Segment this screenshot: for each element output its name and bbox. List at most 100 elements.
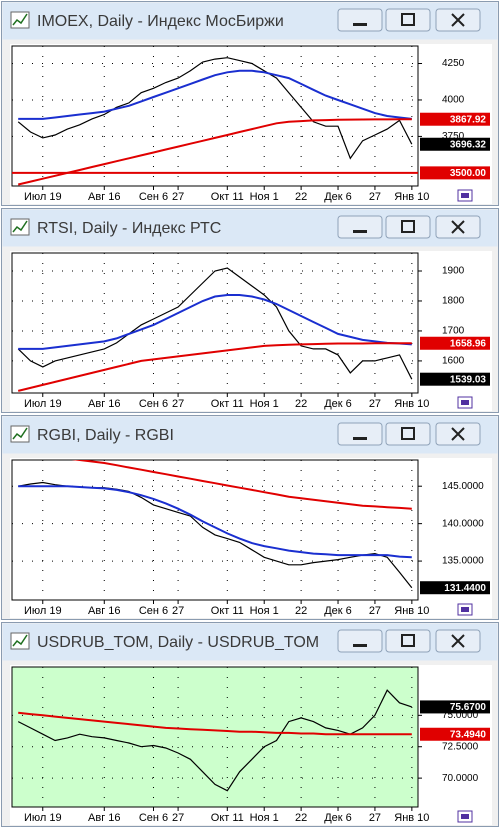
y-tick-label: 4250 [442, 58, 465, 69]
x-tick-label: Ноя 1 [250, 398, 279, 410]
window-icon-graph [12, 220, 28, 233]
price-label-box [420, 166, 490, 180]
x-tick-label: Дек 6 [324, 191, 352, 203]
x-tick-label: Янв 10 [394, 398, 429, 410]
x-tick-label: Янв 10 [394, 191, 429, 203]
price-label-box [420, 700, 490, 714]
y-tick-label: 140.0000 [442, 518, 484, 529]
price-line [18, 485, 412, 559]
window-icon [10, 11, 30, 29]
price-line [17, 342, 412, 392]
price-line [18, 69, 412, 120]
x-tick-label: Окт 11 [211, 605, 244, 617]
y-tick-label: 145.0000 [442, 481, 484, 492]
price-line [17, 267, 413, 380]
price-line [17, 118, 412, 186]
minimize-button[interactable] [337, 8, 383, 32]
x-tick-label: Авг 16 [88, 605, 120, 617]
maximize-glyph [401, 427, 415, 440]
plot-area [11, 45, 419, 187]
plot-content [17, 267, 413, 392]
minimize-button-face [337, 629, 383, 653]
maximize-button[interactable] [385, 215, 431, 239]
x-tick-label: Авг 16 [88, 812, 120, 824]
window-icon-graph [12, 13, 28, 26]
price-label-box [420, 137, 490, 151]
x-tick-label: Сен 6 [139, 398, 168, 410]
x-tick-label: Ноя 1 [250, 605, 279, 617]
x-tick-label: Июл 19 [24, 398, 62, 410]
plot-area [11, 666, 419, 808]
window-icon [10, 425, 30, 443]
x-tick-label: Сен 6 [139, 191, 168, 203]
x-tick-label: Авг 16 [88, 191, 120, 203]
x-tick-label: 22 [295, 191, 307, 203]
y-tick-label: 1600 [442, 356, 465, 367]
window-icon [10, 218, 30, 236]
maximize-glyph [401, 634, 415, 647]
minimize-glyph [353, 644, 367, 647]
chart-window: RTSI, Daily - Индекс РТС 1900 1800 1700 1600… [1, 208, 499, 413]
x-tick-label: Сен 6 [139, 605, 168, 617]
x-tick-label: 27 [369, 398, 381, 410]
x-tick-label: 27 [172, 398, 184, 410]
y-tick-label: 1800 [442, 296, 465, 307]
x-tick-label: Сен 6 [139, 812, 168, 824]
price-label-box [420, 112, 490, 126]
price-label: 3696.32 [450, 139, 487, 150]
minimize-button-face [337, 215, 383, 239]
price-line [17, 57, 413, 160]
x-tick-label: 27 [172, 191, 184, 203]
price-label: 1658.96 [450, 338, 487, 349]
price-label: 73.4940 [450, 729, 487, 740]
close-button[interactable] [435, 215, 481, 239]
window-title: USDRUB_TOM, Daily - USDRUB_TOM [37, 634, 319, 651]
x-tick-label: Окт 11 [211, 398, 244, 410]
close-button[interactable] [435, 629, 481, 653]
x-tick-label: Июл 19 [24, 191, 62, 203]
chart-window: IMOEX, Daily - Индекс МосБиржи 4250 4000 37… [1, 1, 499, 206]
maximize-button[interactable] [385, 422, 431, 446]
y-tick-label: 3750 [442, 131, 465, 142]
x-tick-label: 27 [369, 191, 381, 203]
scale-button-glyph [461, 814, 469, 819]
price-label-box [420, 372, 490, 386]
maximize-button-face [385, 215, 431, 239]
minimize-glyph [353, 230, 367, 233]
maximize-button-face [385, 8, 431, 32]
plot-content [18, 460, 413, 589]
x-tick-label: Дек 6 [324, 398, 352, 410]
x-tick-label: Июл 19 [24, 812, 62, 824]
price-label-box [420, 336, 490, 350]
chart-window: USDRUB_TOM, Daily - USDRUB_TOM 75.0000 72.… [1, 622, 499, 827]
x-tick-label: 22 [295, 605, 307, 617]
maximize-button[interactable] [385, 8, 431, 32]
close-glyph [451, 220, 465, 234]
maximize-button[interactable] [385, 629, 431, 653]
price-line [18, 711, 412, 736]
price-line [71, 460, 412, 510]
minimize-button[interactable] [337, 629, 383, 653]
minimize-button[interactable] [337, 422, 383, 446]
plot-content [12, 57, 418, 186]
price-label: 1539.03 [450, 374, 487, 385]
x-tick-label: Янв 10 [394, 605, 429, 617]
close-glyph [451, 427, 465, 441]
window-title: RTSI, Daily - Индекс РТС [37, 220, 221, 237]
close-button[interactable] [435, 422, 481, 446]
y-tick-label: 1900 [442, 266, 465, 277]
window-title: IMOEX, Daily - Индекс МосБиржи [37, 13, 284, 30]
price-label-box [420, 727, 490, 741]
price-label-box [420, 581, 490, 595]
price-line [17, 689, 412, 792]
minimize-glyph [353, 437, 367, 440]
minimize-button[interactable] [337, 215, 383, 239]
scale-button-glyph [461, 607, 469, 612]
price-label: 131.4400 [444, 583, 486, 594]
close-button[interactable] [435, 8, 481, 32]
y-tick-label: 135.0000 [442, 556, 484, 567]
close-glyph [451, 634, 465, 648]
x-tick-label: Ноя 1 [250, 812, 279, 824]
x-tick-label: 27 [172, 812, 184, 824]
x-tick-label: Июл 19 [24, 605, 62, 617]
